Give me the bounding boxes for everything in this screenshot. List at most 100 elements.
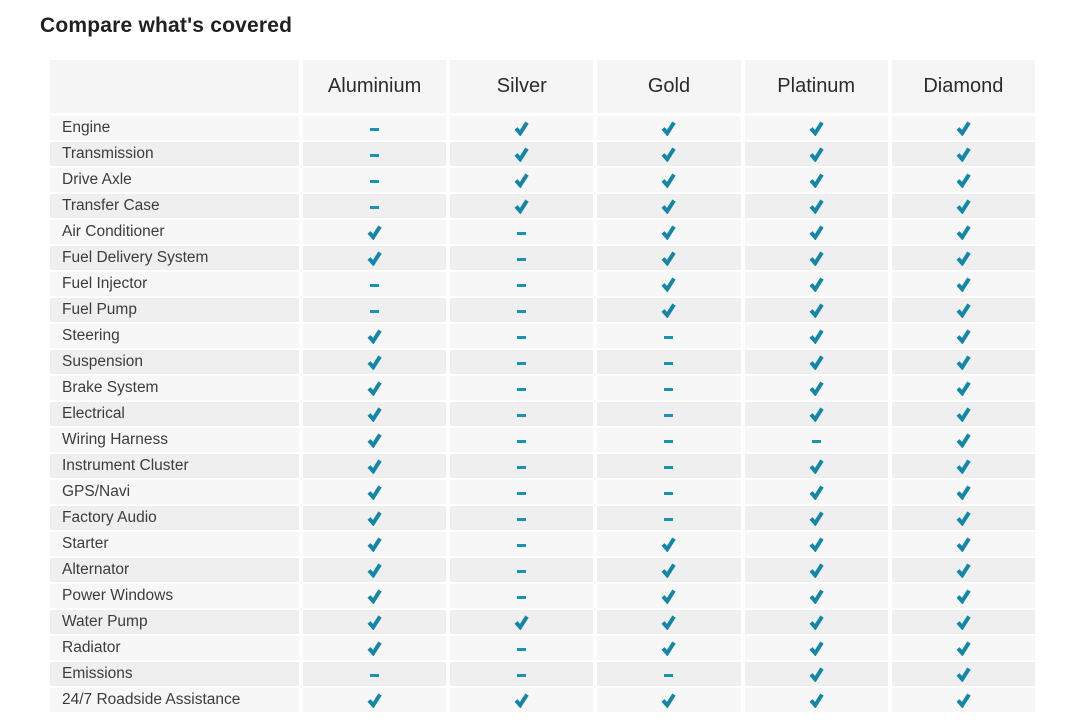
check-icon: [809, 329, 824, 344]
table-row: Transfer Case: [50, 194, 1035, 218]
coverage-cell: [303, 636, 447, 660]
check-icon: [809, 615, 824, 630]
coverage-cell: [744, 402, 888, 426]
coverage-cell: [450, 298, 594, 322]
table-row: Wiring Harness: [50, 428, 1035, 452]
coverage-cell: [891, 584, 1035, 608]
table-row: Water Pump: [50, 610, 1035, 634]
coverage-cell: [303, 428, 447, 452]
coverage-cell: [597, 480, 741, 504]
check-icon: [809, 251, 824, 266]
check-icon: [661, 173, 677, 188]
row-label: Fuel Pump: [50, 298, 299, 322]
table-body: Engine Transmission Drive Axle Transfer Cas…: [50, 116, 1035, 712]
check-icon: [809, 667, 824, 682]
coverage-cell: [744, 610, 888, 634]
coverage-cell: [450, 168, 594, 192]
coverage-cell: [891, 298, 1035, 322]
table-row: Radiator: [50, 636, 1035, 660]
check-icon: [956, 537, 971, 552]
table-row: Transmission: [50, 142, 1035, 166]
check-icon: [809, 511, 824, 526]
check-icon: [661, 537, 677, 552]
coverage-cell: [891, 220, 1035, 244]
row-label: Starter: [50, 532, 299, 556]
coverage-cell: [597, 272, 741, 296]
coverage-cell: [597, 324, 741, 348]
table-row: Emissions: [50, 662, 1035, 686]
row-label: Water Pump: [50, 610, 299, 634]
coverage-cell: [450, 246, 594, 270]
check-icon: [809, 225, 824, 240]
row-label: Instrument Cluster: [50, 454, 299, 478]
coverage-cell: [891, 376, 1035, 400]
coverage-cell: [891, 662, 1035, 686]
coverage-cell: [303, 402, 447, 426]
coverage-cell: [597, 116, 741, 140]
check-icon: [956, 407, 971, 422]
check-icon: [514, 693, 529, 708]
check-icon: [809, 407, 824, 422]
coverage-cell: [597, 350, 741, 374]
check-icon: [661, 589, 677, 604]
dash-icon: [664, 465, 674, 469]
check-icon: [956, 511, 971, 526]
coverage-cell: [891, 350, 1035, 374]
coverage-cell: [597, 558, 741, 582]
coverage-cell: [303, 298, 447, 322]
coverage-cell: [597, 246, 741, 270]
dash-icon: [517, 647, 527, 651]
row-label: Transfer Case: [50, 194, 299, 218]
coverage-cell: [891, 402, 1035, 426]
coverage-cell: [744, 324, 888, 348]
check-icon: [809, 147, 824, 162]
coverage-cell: [744, 584, 888, 608]
column-header-aluminium: Aluminium: [303, 60, 447, 113]
coverage-cell: [450, 532, 594, 556]
table-row: Factory Audio: [50, 506, 1035, 530]
check-icon: [809, 641, 824, 656]
coverage-cell: [597, 220, 741, 244]
check-icon: [661, 641, 677, 656]
coverage-cell: [891, 116, 1035, 140]
coverage-cell: [450, 350, 594, 374]
dash-icon: [370, 309, 380, 313]
row-label: Radiator: [50, 636, 299, 660]
coverage-cell: [450, 662, 594, 686]
coverage-cell: [303, 584, 447, 608]
check-icon: [956, 563, 971, 578]
coverage-cell: [303, 142, 447, 166]
check-icon: [367, 225, 382, 240]
dash-icon: [370, 179, 380, 183]
dash-icon: [517, 335, 527, 339]
check-icon: [809, 381, 824, 396]
dash-icon: [517, 231, 527, 235]
coverage-cell: [744, 454, 888, 478]
check-icon: [809, 693, 824, 708]
coverage-cell: [891, 142, 1035, 166]
table-row: Air Conditioner: [50, 220, 1035, 244]
check-icon: [956, 303, 971, 318]
table-row: Fuel Delivery System: [50, 246, 1035, 270]
table-row: Engine: [50, 116, 1035, 140]
coverage-cell: [303, 350, 447, 374]
dash-icon: [664, 517, 674, 521]
coverage-cell: [744, 636, 888, 660]
coverage-cell: [744, 220, 888, 244]
coverage-cell: [450, 584, 594, 608]
check-icon: [514, 615, 529, 630]
coverage-cell: [744, 506, 888, 530]
coverage-cell: [597, 636, 741, 660]
check-icon: [956, 589, 971, 604]
coverage-cell: [303, 324, 447, 348]
table-row: Electrical: [50, 402, 1035, 426]
check-icon: [514, 147, 529, 162]
coverage-cell: [597, 454, 741, 478]
table-row: Starter: [50, 532, 1035, 556]
check-icon: [367, 459, 382, 474]
coverage-cell: [303, 532, 447, 556]
dash-icon: [811, 439, 821, 443]
coverage-cell: [597, 662, 741, 686]
coverage-cell: [303, 480, 447, 504]
check-icon: [956, 173, 971, 188]
